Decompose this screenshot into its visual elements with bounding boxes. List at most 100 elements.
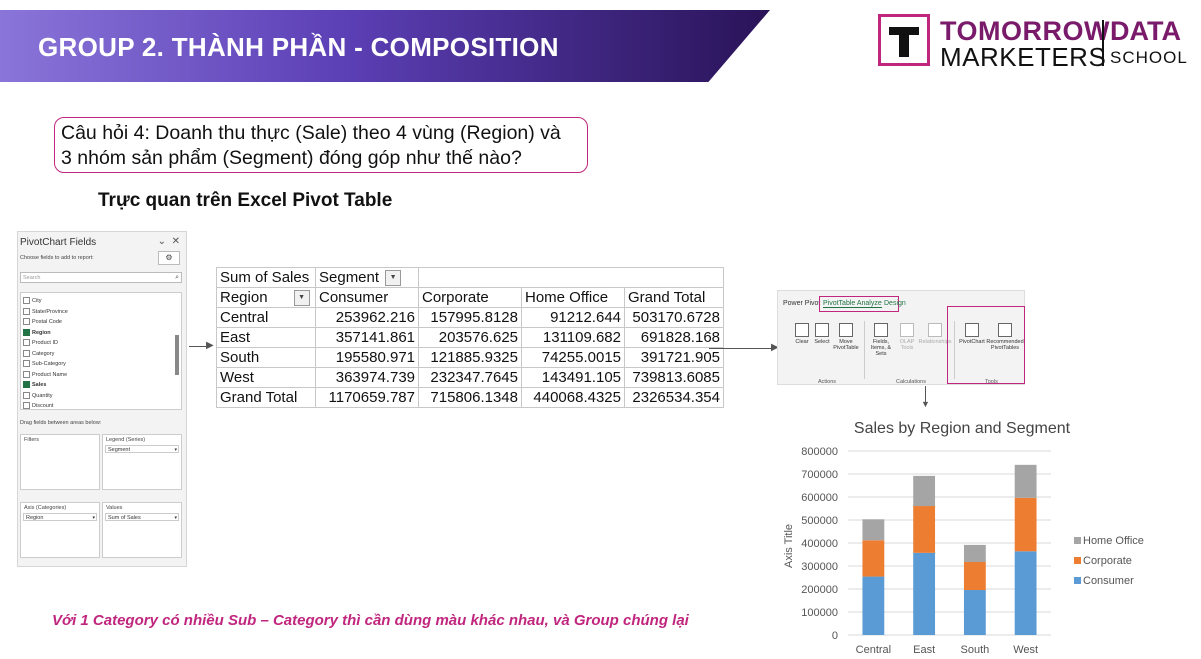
arrow-head-icon: ▶ <box>206 340 214 351</box>
x-tick-label: West <box>1013 644 1038 656</box>
bar-segment-consumer <box>1014 551 1037 635</box>
field-category[interactable]: Category <box>23 349 54 357</box>
y-axis-title: Axis Title <box>783 524 795 568</box>
row-field-header[interactable]: Region ▼ <box>216 287 316 308</box>
axis-area[interactable]: Axis (Categories) Region ▾ <box>20 502 100 558</box>
values-field-sum-of-sales[interactable]: Sum of Sales ▾ <box>105 513 179 521</box>
tab-pivottable-analyze[interactable]: PivotTable Analyze <box>823 300 882 308</box>
legend-swatch <box>1074 557 1081 564</box>
table-cell: 131109.682 <box>521 327 625 348</box>
clear-icon <box>795 323 809 337</box>
table-row: Sum of Sales Segment ▼ <box>216 267 724 288</box>
select-icon <box>815 323 829 337</box>
column-field-header[interactable]: Segment ▼ <box>315 267 419 288</box>
checkbox-icon[interactable] <box>23 297 30 304</box>
checkbox-checked-icon[interactable] <box>23 328 30 336</box>
checkbox-icon[interactable] <box>23 391 30 399</box>
tab-design[interactable]: Design <box>884 300 906 307</box>
y-tick-label: 700000 <box>801 469 838 481</box>
drag-fields-label: Drag fields between areas below: <box>20 420 102 426</box>
table-cell: 157995.8128 <box>418 307 522 328</box>
checkbox-icon[interactable] <box>23 360 30 367</box>
search-input[interactable]: Search ⌕ <box>20 272 182 283</box>
pivotchart-button[interactable]: PivotChart <box>958 323 986 345</box>
logo-mark-icon <box>878 14 930 66</box>
table-cell: 391721.905 <box>624 347 724 368</box>
field-product-name[interactable]: Product Name <box>23 370 67 378</box>
move-pivottable-button[interactable]: Move PivotTable <box>832 323 860 351</box>
question-box: Câu hỏi 4: Doanh thu thực (Sale) theo 4 … <box>54 117 588 173</box>
y-tick-label: 800000 <box>801 446 838 458</box>
filters-area[interactable]: Filters <box>20 434 100 490</box>
tab-power-pivot[interactable]: Power Pivot <box>783 300 821 307</box>
checkbox-icon[interactable] <box>23 339 30 346</box>
bar-segment-consumer <box>963 590 986 635</box>
legend-label: Consumer <box>1083 575 1134 587</box>
clear-button[interactable]: Clear <box>792 323 812 345</box>
table-cell: 121885.9325 <box>418 347 522 368</box>
brand-logo: TOMORROW MARKETERS DATA SCHOOL <box>878 14 1188 74</box>
field-sub-category[interactable]: Sub-Category <box>23 360 66 367</box>
values-area[interactable]: Values Sum of Sales ▾ <box>102 502 182 558</box>
column-header: Home Office <box>521 287 625 308</box>
relationships-button[interactable]: Relationships <box>918 323 952 345</box>
arrow-connector <box>709 348 775 350</box>
panel-controls[interactable]: ⌄ ✕ <box>157 236 180 247</box>
logo-text-marketers: MARKETERS <box>940 42 1107 72</box>
table-row: West 363974.739 232347.7645 143491.105 7… <box>216 367 724 388</box>
pivotchart-fields-panel: PivotChart Fields ⌄ ✕ Choose fields to a… <box>17 231 187 567</box>
field-region[interactable]: Region <box>23 328 51 336</box>
field-discount[interactable]: Discount <box>23 402 53 409</box>
filter-dropdown-icon[interactable]: ▼ <box>385 270 402 287</box>
ribbon-separator <box>864 321 865 379</box>
filters-label: Filters <box>24 437 39 443</box>
field-quantity[interactable]: Quantity <box>23 391 52 399</box>
x-tick-label: South <box>961 644 990 656</box>
axis-field-region[interactable]: Region ▾ <box>23 513 97 521</box>
checkbox-icon[interactable] <box>23 402 30 409</box>
ribbon-separator <box>954 321 955 379</box>
select-button[interactable]: Select <box>812 323 832 345</box>
field-city[interactable]: City <box>23 297 41 304</box>
bar-segment-consumer <box>862 576 885 635</box>
recommended-pivottables-button[interactable]: Recommended PivotTables <box>986 323 1024 351</box>
checkbox-icon[interactable] <box>23 349 30 357</box>
arrow-connector <box>925 386 927 404</box>
field-list-scrollbar[interactable] <box>175 335 179 375</box>
legend-field-segment[interactable]: Segment ▾ <box>105 445 179 453</box>
field-postal-code[interactable]: Postal Code <box>23 318 62 325</box>
gear-icon[interactable]: ⚙ <box>158 251 180 265</box>
group-calculations-label: Calculations <box>896 379 926 385</box>
legend-label: Corporate <box>1083 555 1132 567</box>
field-product-id[interactable]: Product ID <box>23 339 58 346</box>
y-tick-label: 600000 <box>801 492 838 504</box>
table-row-grand-total: Grand Total 1170659.787 715806.1348 4400… <box>216 387 724 408</box>
olap-tools-button[interactable]: OLAP Tools <box>896 323 918 351</box>
group-tools-label: Tools <box>985 379 998 385</box>
relationships-icon <box>928 323 942 337</box>
row-label: Grand Total <box>216 387 316 408</box>
table-cell: 691828.168 <box>624 327 724 348</box>
section-subtitle: Trực quan trên Excel Pivot Table <box>98 190 393 211</box>
page-title: GROUP 2. THÀNH PHẦN - COMPOSITION <box>38 32 559 62</box>
table-cell: 357141.861 <box>315 327 419 348</box>
checkbox-icon[interactable] <box>23 318 30 325</box>
arrow-head-icon: ▼ <box>921 399 930 409</box>
fx-icon <box>874 323 888 337</box>
bar-segment-home-office <box>963 544 986 562</box>
checkbox-icon[interactable] <box>23 370 30 378</box>
checkbox-icon[interactable] <box>23 307 30 315</box>
legend-area[interactable]: Legend (Series) Segment ▾ <box>102 434 182 490</box>
pivot-corner: Sum of Sales <box>216 267 316 288</box>
field-list[interactable]: City State/Province Postal Code Region P… <box>20 292 182 410</box>
arrow-connector <box>189 346 211 348</box>
fields-items-sets-button[interactable]: Fields, Items, & Sets <box>866 323 896 357</box>
bar-segment-corporate <box>862 540 885 577</box>
logo-divider <box>1102 20 1104 66</box>
field-sales[interactable]: Sales <box>23 381 46 388</box>
bar-segment-home-office <box>913 475 936 507</box>
field-state[interactable]: State/Province <box>23 307 68 315</box>
checkbox-checked-icon[interactable] <box>23 381 30 388</box>
filter-dropdown-icon[interactable]: ▼ <box>293 290 310 307</box>
table-row: South 195580.971 121885.9325 74255.0015 … <box>216 347 724 368</box>
